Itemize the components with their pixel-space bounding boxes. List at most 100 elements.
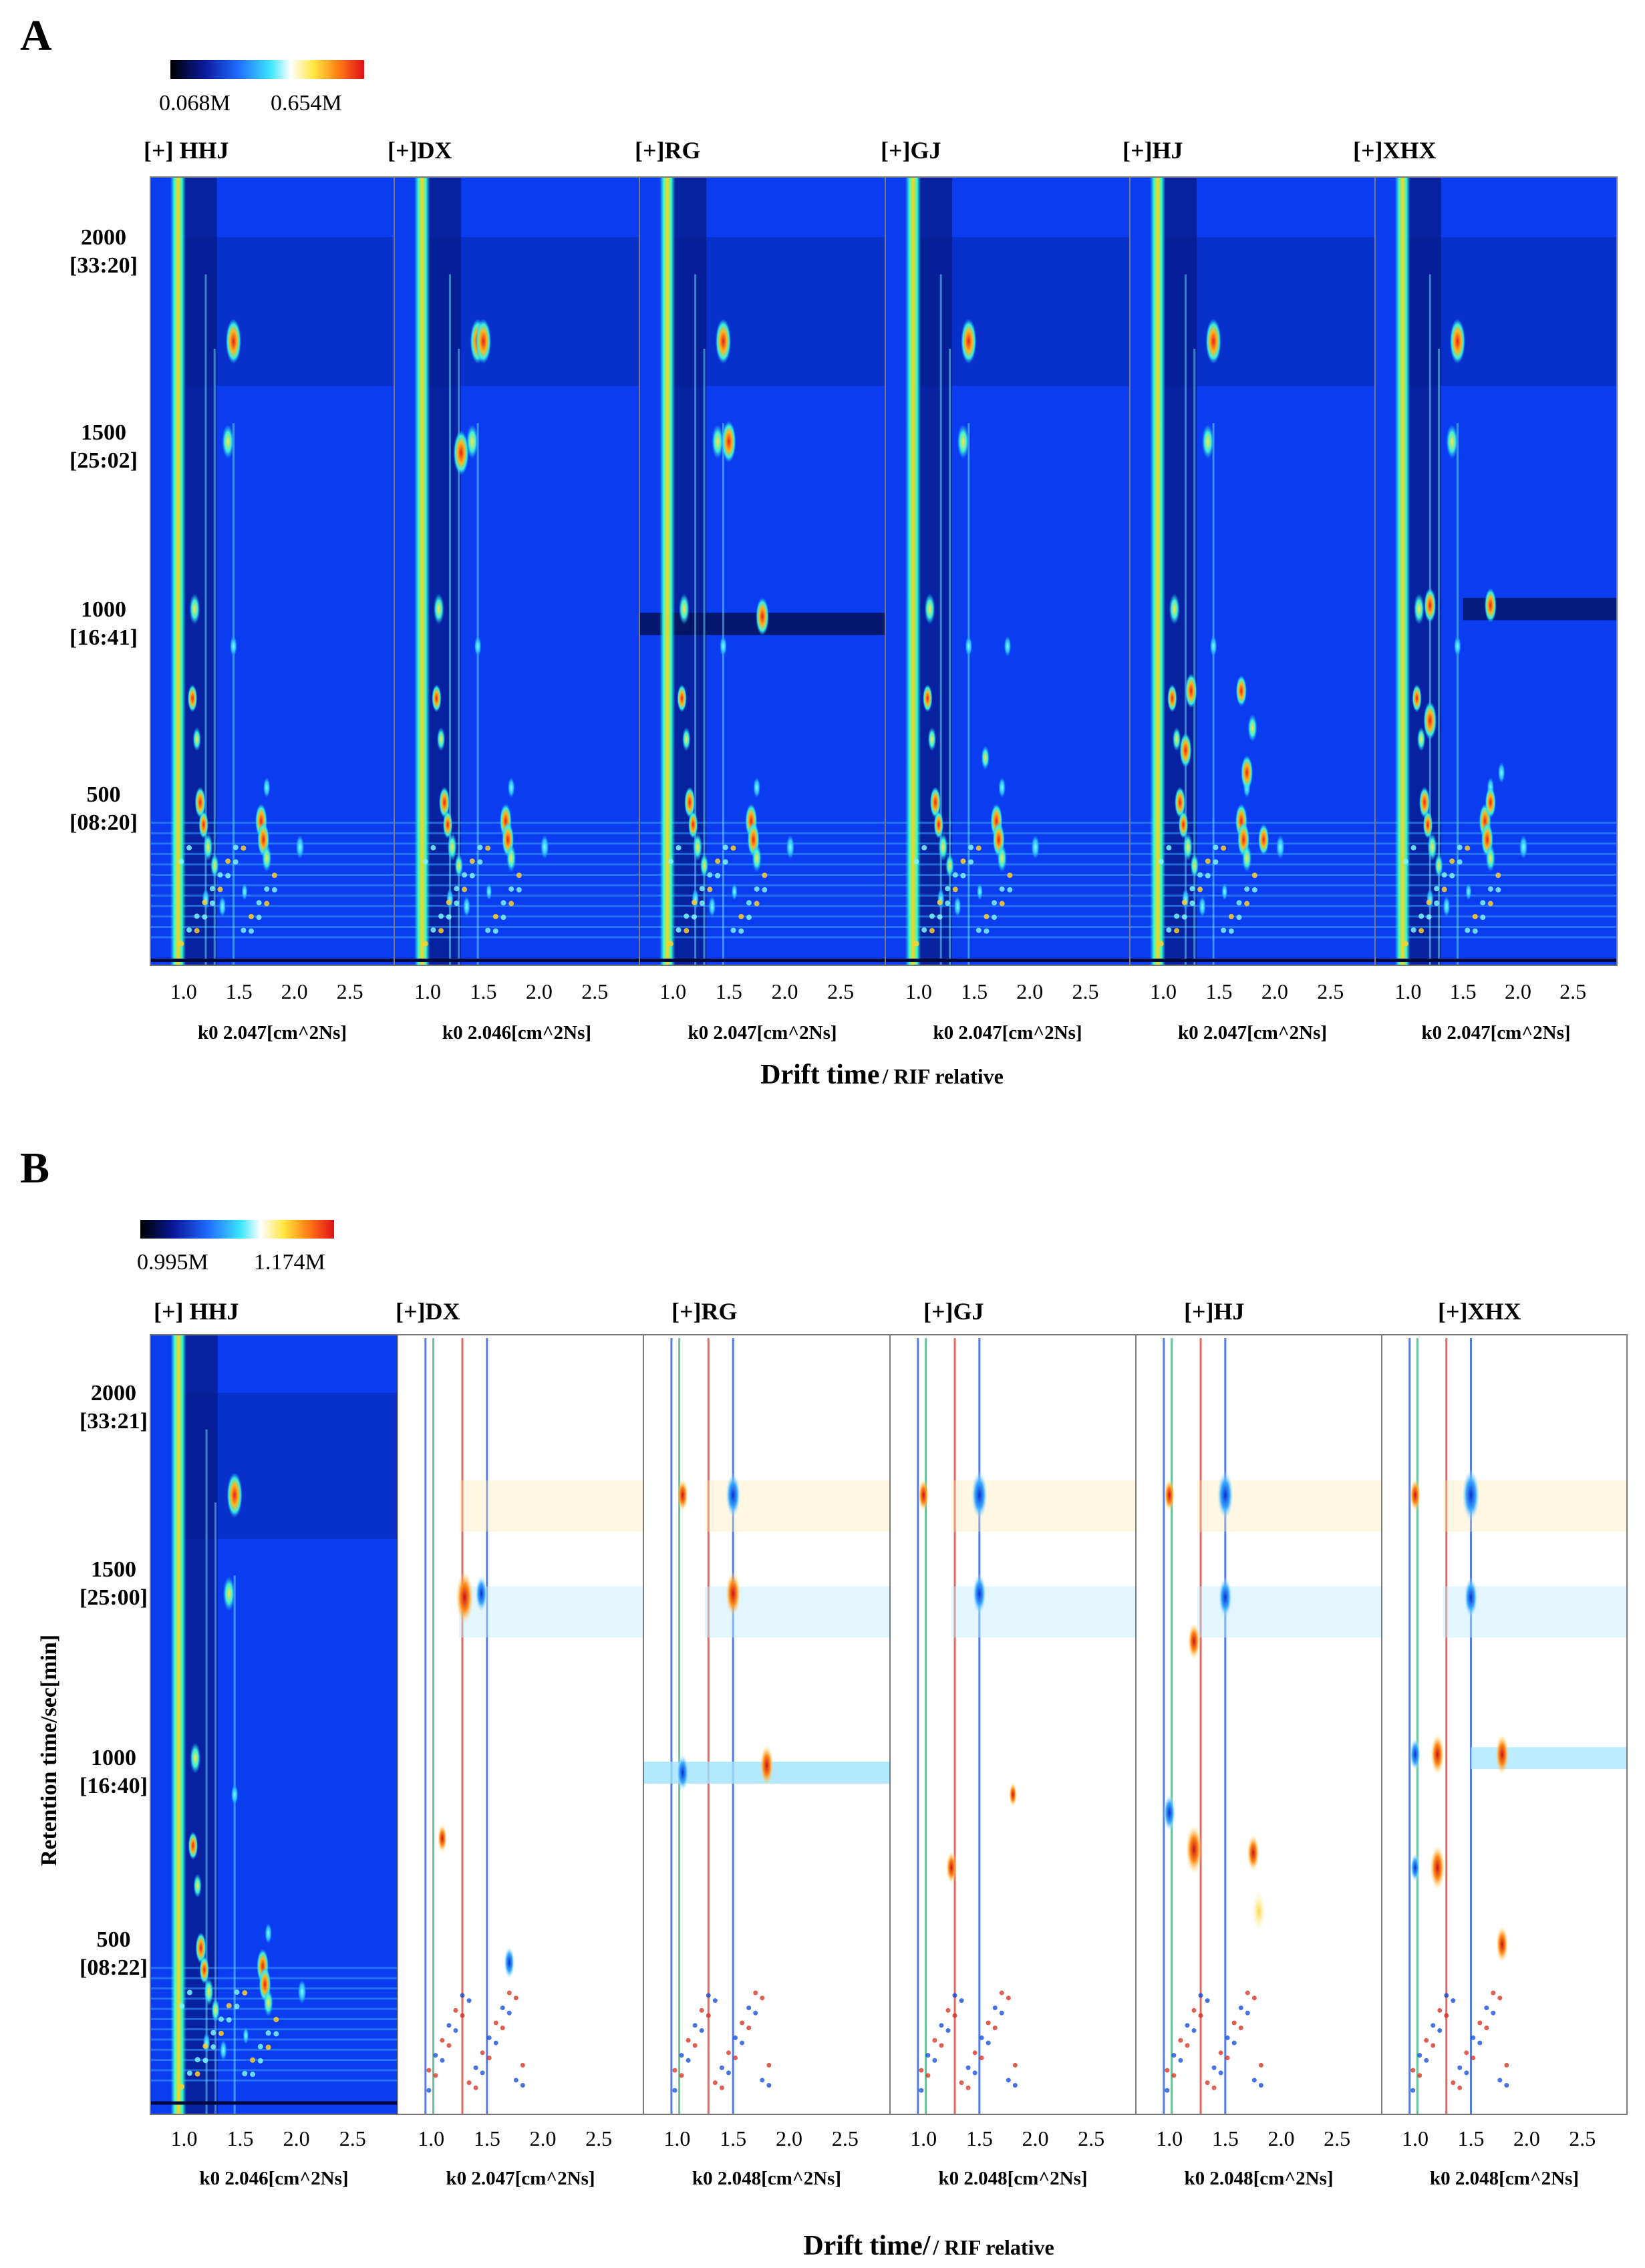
panel-a-gj-peak-5 <box>938 833 948 861</box>
panel-a-xhx-peak-2 <box>1416 727 1426 752</box>
panel-b-gj-diff-peak-0 <box>918 1479 929 1512</box>
panel-a-xhx-peak-22 <box>1497 762 1505 784</box>
panel-b-dx-xtick-1: 1.5 <box>474 2126 500 2150</box>
panel-a-hj-xtick-2: 2.0 <box>1261 979 1288 1003</box>
panel-a-rg-peak-13 <box>753 777 761 798</box>
panel-a-hhj-peak-15 <box>202 888 210 910</box>
panel-a-xhx-peak-1 <box>1412 684 1422 713</box>
panel-b-hhj-reactant-ion-peak <box>170 1335 186 2114</box>
panel-b-dx-xtick-2: 2.0 <box>529 2126 556 2150</box>
panel-b-rg-diff-peak-3 <box>760 1745 774 1786</box>
panel-b-ytick-2000: 2000 <box>91 1381 136 1406</box>
panel-a-hj-reactant-ion-peak <box>1150 177 1166 965</box>
panel-a-dx-peak-5 <box>447 833 457 861</box>
panel-a-heatmaps: [+] HHJ 1.0 1.5 2.0 2.5 k0 2.047[cm^2Ns] [+]DX… <box>144 137 1618 1043</box>
panel-a-rg-peak-15 <box>692 888 700 910</box>
panel-b-hhj-peak-16 <box>219 2040 227 2061</box>
panel-a-rg-peak-4 <box>688 810 698 839</box>
panel-a-hj-peak-19 <box>1235 675 1247 707</box>
panel-a-hhj-peak-5 <box>203 833 213 861</box>
panel-b-xhx-diff-peak-5 <box>1430 1845 1445 1890</box>
panel-a-xlabel-suffix: / RIF relative <box>882 1064 1004 1088</box>
panel-a-dx-peak-6 <box>454 853 464 878</box>
panel-a-hhj-peak-16 <box>218 896 227 917</box>
panel-a-hj-peak-9 <box>1209 635 1217 657</box>
panel-b-hhj-heatmap: [+] HHJ 1.0 1.5 2.0 2.5 k0 2.046[cm^2Ns] <box>150 1298 398 2189</box>
panel-a-xhx-peak-4 <box>1423 810 1433 839</box>
panel-b-hhj-peak-15 <box>202 2032 210 2054</box>
panel-a-rg-peak-19 <box>756 597 769 636</box>
panel-b-hhj-xtick-2: 2.0 <box>283 2126 310 2150</box>
panel-a-ytime-2000: [33:20] <box>69 253 138 278</box>
panel-a-hj-peak-21 <box>1247 714 1257 742</box>
panel-a-gj-peak-12 <box>997 844 1007 872</box>
panel-a-xhx-k0-label: k0 2.047[cm^2Ns] <box>1421 1022 1570 1043</box>
panel-b-hhj-peak-13 <box>265 1923 272 1944</box>
panel-a-gj-peak-0 <box>924 593 935 625</box>
panel-b-rg-xtick-0: 1.0 <box>663 2126 690 2150</box>
panel-a-hj-peak-1 <box>1167 684 1177 713</box>
panel-b-gj-diff-peak-1 <box>971 1471 988 1520</box>
panel-a-gj-peak-15 <box>937 888 945 910</box>
panel-b-ytick-1000: 1000 <box>91 1746 136 1770</box>
panel-b-dx-heatmap: [+]DX 1.0 1.5 2.0 2.5 k0 2.047[cm^2Ns] <box>396 1298 644 2189</box>
panel-a-gj-xtick-0: 1.0 <box>905 979 932 1003</box>
panel-b-heatmaps: [+] HHJ 1.0 1.5 2.0 2.5 k0 2.046[cm^2Ns] [+]DX… <box>150 1298 1628 2189</box>
panel-b-colorbar-max-label: 1.174M <box>254 1250 325 1275</box>
panel-a-hj-peak-18 <box>1185 673 1197 709</box>
panel-a-hhj-peak-0 <box>189 593 200 625</box>
panel-a-hj-xtick-3: 2.5 <box>1317 979 1344 1003</box>
panel-a-dx-peak-9 <box>474 635 482 657</box>
panel-a-dx-reactant-ion-peak <box>414 177 430 965</box>
panel-a-gj-peak-4 <box>933 810 944 839</box>
panel-a-dx-peak-13 <box>507 777 515 798</box>
panel-a-rg-xtick-3: 2.5 <box>827 979 854 1003</box>
panel-a-rg-peak-16 <box>708 896 716 917</box>
panel-b-rg-xtick-1: 1.5 <box>720 2126 746 2150</box>
panel-b-hhj-peak-7 <box>222 1576 235 1611</box>
panel-a-dx-peak-3 <box>438 786 450 818</box>
panel-a-label: A <box>20 11 52 60</box>
panel-b-rg-diff-peak-1 <box>726 1473 741 1518</box>
panel-b-ytick-500: 500 <box>97 1927 131 1952</box>
panel-a-dx-xtick-3: 2.5 <box>581 979 608 1003</box>
panel-b-ytick-1500: 1500 <box>91 1557 136 1582</box>
panel-a-dx-peak-19 <box>475 319 492 364</box>
panel-a-dx-peak-1 <box>432 684 442 713</box>
panel-a-rg-reactant-ion-peak <box>659 177 676 965</box>
panel-a-xhx-reactant-ion-peak <box>1394 177 1410 965</box>
panel-a-rg-peak-8 <box>715 319 732 364</box>
panel-a-gj-peak-18 <box>1004 635 1012 657</box>
panel-a-hhj-peak-9 <box>230 635 237 657</box>
panel-a-dx-peak-14 <box>540 834 549 860</box>
panel-b-dx-xtick-3: 2.5 <box>585 2126 612 2150</box>
panel-a-gj-reactant-ion-peak <box>905 177 921 965</box>
panel-b-xhx-xtick-2: 2.0 <box>1513 2126 1540 2150</box>
panel-a-gj-peak-7 <box>957 424 969 460</box>
panel-a-hhj-xtick-3: 2.5 <box>337 979 363 1003</box>
panel-a-hj-peak-22 <box>1179 733 1192 768</box>
panel-b-hj-diff-peak-4 <box>1185 1825 1202 1874</box>
panel-a-rg-peak-6 <box>700 853 709 878</box>
panel-a-gj-peak-17 <box>976 882 983 901</box>
panel-a-hhj-peak-6 <box>210 853 219 878</box>
panel-b-xhx-xtick-0: 1.0 <box>1402 2126 1429 2150</box>
panel-a-rg-peak-17 <box>731 882 738 901</box>
panel-a-ytick-500: 500 <box>87 782 121 807</box>
panel-b-y-axis: Retention time/sec[min] 2000 [33:21] 150… <box>37 1381 148 1980</box>
panel-a-hhj-heatmap: [+] HHJ 1.0 1.5 2.0 2.5 k0 2.047[cm^2Ns] <box>144 137 395 1043</box>
panel-a-hhj-peak-7 <box>222 424 235 460</box>
panel-a-hj-xtick-0: 1.0 <box>1150 979 1177 1003</box>
panel-b-xhx-frame <box>1381 1334 1628 2115</box>
panel-b-hhj-peak-5 <box>204 1977 214 2006</box>
panel-a-hj-peak-15 <box>1182 888 1189 910</box>
panel-a-colorbar-max-label: 0.654M <box>271 91 342 116</box>
panel-a-ytime-1500: [25:02] <box>69 448 138 473</box>
panel-b-hj-diff-peak-1 <box>1217 1471 1233 1520</box>
panel-a-rg-heatmap: [+]RG 1.0 1.5 2.0 2.5 k0 2.047[cm^2Ns] <box>635 137 886 1043</box>
panel-b-xhx-diff-peak-1 <box>1462 1469 1480 1522</box>
panel-a-hhj-k0-label: k0 2.047[cm^2Ns] <box>198 1022 347 1043</box>
panel-b-hhj-xtick-3: 2.5 <box>339 2126 366 2150</box>
panel-b-ytime-500: [08:22] <box>80 1955 148 1980</box>
panel-b-xhx-k0-label: k0 2.048[cm^2Ns] <box>1430 2168 1579 2189</box>
